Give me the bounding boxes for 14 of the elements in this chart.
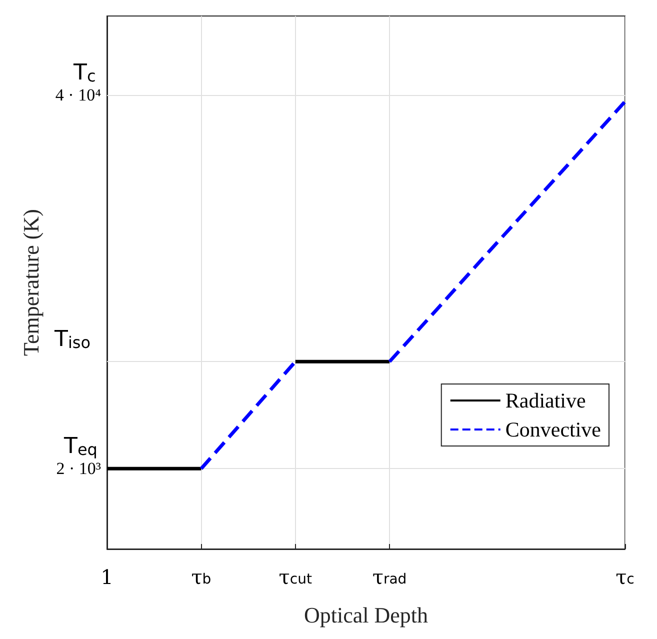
y-axis-title: Temperature (K) [18, 209, 44, 356]
x-tick-label: τcut [278, 565, 312, 589]
x-tick-label: 1 [100, 565, 114, 589]
ref-line-label: Tc [72, 60, 96, 86]
y-tick-label: 2 · 10³ [56, 459, 101, 478]
y-tick-label: 4 · 10⁴ [55, 86, 102, 105]
ref-line-label: Teq [63, 434, 98, 460]
x-tick-label: τc [616, 565, 634, 589]
ref-line-label: Tiso [54, 327, 91, 352]
x-tick-label: τrad [372, 565, 407, 589]
legend-label: Radiative [505, 388, 586, 412]
legend-label: Convective [505, 418, 601, 442]
x-axis-title: Optical Depth [304, 602, 428, 628]
x-tick-label: τb [191, 565, 212, 589]
